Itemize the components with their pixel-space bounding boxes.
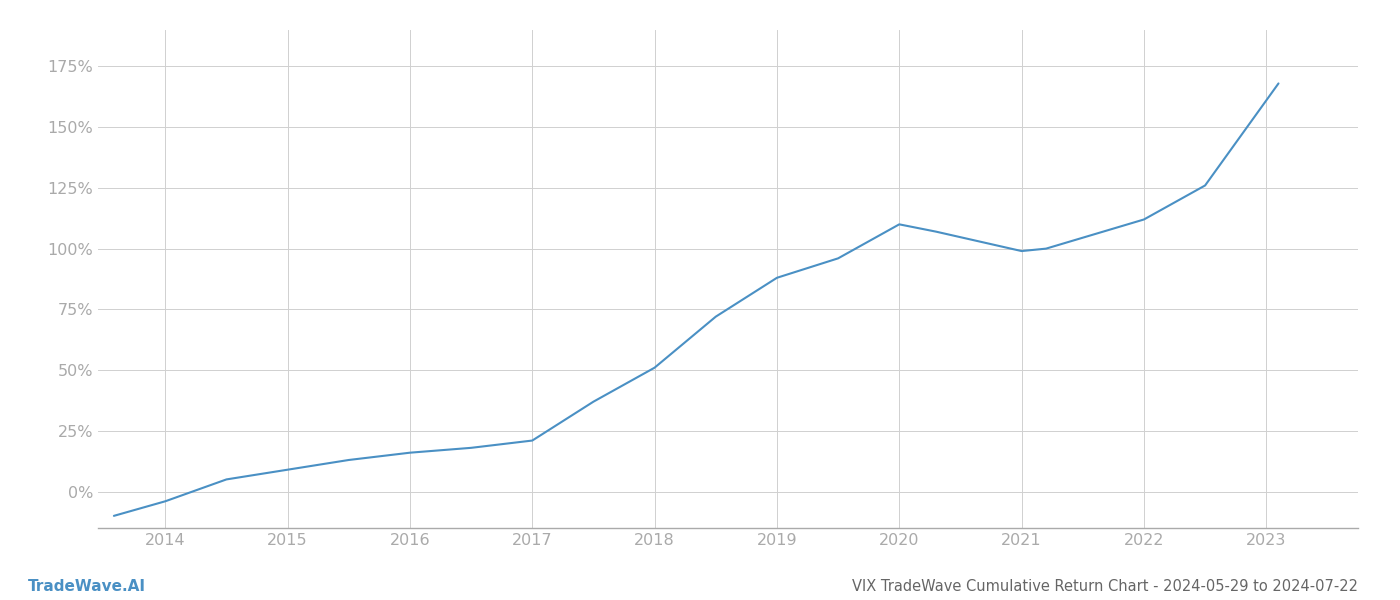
Text: VIX TradeWave Cumulative Return Chart - 2024-05-29 to 2024-07-22: VIX TradeWave Cumulative Return Chart - …	[853, 579, 1358, 594]
Text: TradeWave.AI: TradeWave.AI	[28, 579, 146, 594]
